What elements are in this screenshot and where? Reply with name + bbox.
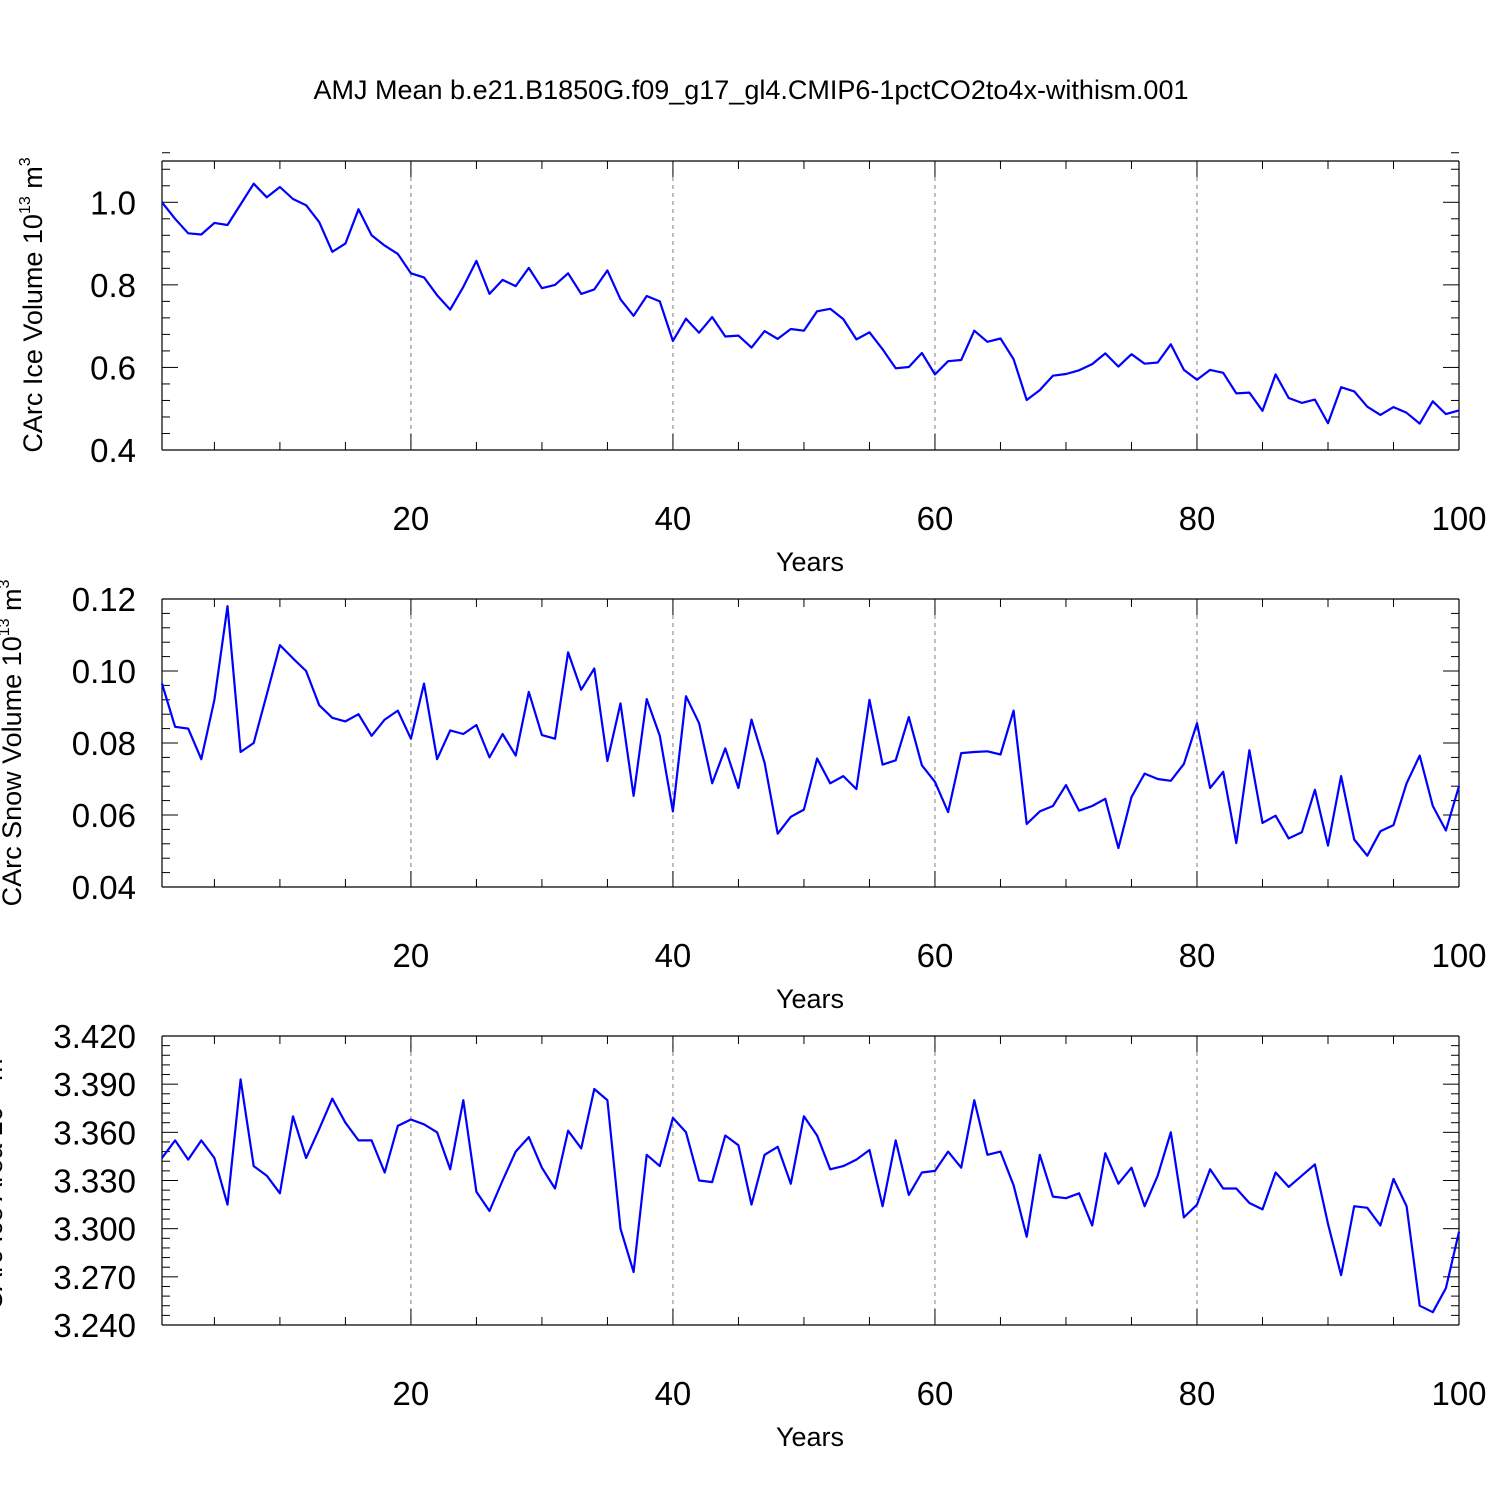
y-tick-label: 0.08 <box>72 725 136 762</box>
x-tick-label: 100 <box>1431 500 1486 537</box>
y-tick-label: 0.8 <box>90 267 136 304</box>
y-tick-label: 3.420 <box>53 1018 136 1055</box>
x-tick-label: 80 <box>1179 500 1216 537</box>
y-axis-label-unit: m <box>0 1059 8 1089</box>
y-axis-label: CArc Snow Volume 1013 m3 <box>0 579 27 906</box>
y-axis-label-base: CArc Ice Volume 10 <box>18 214 48 453</box>
panel-ice-area: 20 40 60 80 100 3.240 3.270 3.300 3.330 3.360 3.39… <box>0 1018 1487 1452</box>
axis-ticks: 20 40 60 80 100 0.04 0.06 0.08 0.10 0.12 <box>72 581 1487 974</box>
x-gridlines <box>410 599 1198 887</box>
y-tick-label: 3.330 <box>53 1163 136 1200</box>
x-tick-label: 60 <box>917 500 954 537</box>
x-tick-label: 20 <box>393 937 430 974</box>
axis-ticks: 20 40 60 80 100 3.240 3.270 3.300 3.330 3.360 3.39… <box>53 1018 1486 1412</box>
x-tick-label: 20 <box>393 1375 430 1412</box>
y-tick-label: 3.270 <box>53 1259 136 1296</box>
y-tick-label: 1.0 <box>90 184 136 221</box>
x-tick-label: 100 <box>1431 1375 1486 1412</box>
y-axis-label-unit: m <box>0 588 27 618</box>
x-tick-label: 60 <box>917 937 954 974</box>
x-axis-label: Years <box>776 984 844 1014</box>
axis-ticks: 20 40 60 80 100 0.4 0.6 0.8 1.0 <box>90 152 1487 537</box>
series-line-ice-volume <box>161 182 1460 425</box>
y-axis-label: CArc Ice Volume 1013 m3 <box>17 157 48 452</box>
x-axis-label: Years <box>776 547 844 577</box>
y-axis-label-exponent: 13 <box>0 618 13 636</box>
panel-snow-volume: 20 40 60 80 100 0.04 0.06 0.08 0.10 0.12 Years CA… <box>0 579 1487 1014</box>
y-tick-label: 3.300 <box>53 1211 136 1248</box>
x-tick-label: 100 <box>1431 937 1486 974</box>
x-tick-label: 40 <box>655 1375 692 1412</box>
y-axis-label-unit-exponent: 3 <box>17 157 34 166</box>
x-tick-label: 20 <box>393 500 430 537</box>
y-axis-label-unit: m <box>18 166 48 196</box>
x-gridlines <box>410 161 1198 450</box>
y-tick-label: 0.12 <box>72 581 136 618</box>
y-axis-label-unit-exponent: 3 <box>0 579 13 588</box>
figure-title: AMJ Mean b.e21.B1850G.f09_g17_gl4.CMIP6-… <box>314 75 1189 105</box>
x-tick-label: 40 <box>655 937 692 974</box>
x-tick-label: 80 <box>1179 1375 1216 1412</box>
y-tick-label: 0.6 <box>90 349 136 386</box>
y-axis-label: CArc Ice Area 1013 m2 <box>0 1050 8 1311</box>
y-tick-label: 3.240 <box>53 1307 136 1344</box>
y-tick-label: 0.10 <box>72 653 136 690</box>
series-line-ice-area <box>161 1078 1461 1314</box>
y-tick-label: 0.06 <box>72 797 136 834</box>
x-gridlines <box>410 1036 1198 1325</box>
y-axis-label-base: CArc Snow Volume 10 <box>0 636 27 906</box>
panel-ice-volume: 20 40 60 80 100 0.4 0.6 0.8 1.0 Years CArc Ice V… <box>17 152 1487 577</box>
x-tick-label: 60 <box>917 1375 954 1412</box>
y-tick-label: 3.390 <box>53 1066 136 1103</box>
y-tick-label: 0.04 <box>72 869 136 906</box>
y-axis-label-base: CArc Ice Area 10 <box>0 1106 8 1310</box>
series-line-snow-volume <box>160 605 1461 857</box>
y-tick-label: 0.4 <box>90 432 136 469</box>
y-axis-label-exponent: 13 <box>17 196 34 214</box>
x-axis-label: Years <box>776 1422 844 1452</box>
x-tick-label: 40 <box>655 500 692 537</box>
x-tick-label: 80 <box>1179 937 1216 974</box>
y-tick-label: 3.360 <box>53 1114 136 1151</box>
